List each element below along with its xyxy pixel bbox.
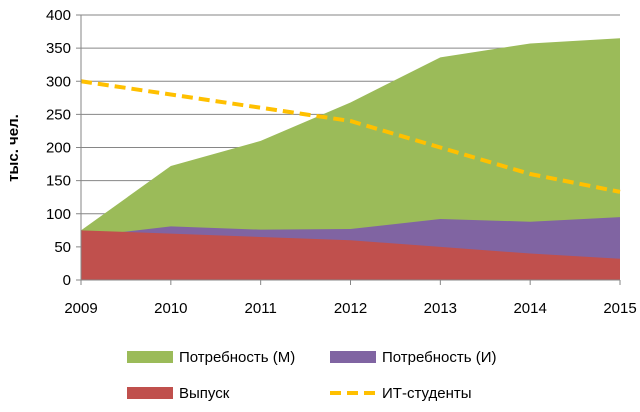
x-tick-label: 2015 [603,300,636,317]
x-tick-label: 2009 [64,300,97,317]
x-tick-label: 2013 [424,300,457,317]
y-tick-label: 100 [46,206,71,223]
legend: Потребность (М) Потребность (И) Выпуск ИТ-с… [127,349,497,402]
x-tick-labels: 2009 2010 2011 2012 2013 2014 2015 [64,300,636,317]
axes [76,14,621,285]
y-tick-label: 250 [46,106,71,123]
legend-label: Потребность (М) [179,349,295,366]
legend-item-0: Потребность (М) [127,349,295,366]
y-tick-label: 150 [46,173,71,190]
legend-label: ИТ-студенты [382,385,472,402]
x-tick-label: 2010 [154,300,187,317]
area-series-0 [81,38,620,280]
legend-swatch [127,387,173,399]
legend-item-2: Выпуск [127,385,230,402]
x-tick-label: 2012 [334,300,367,317]
legend-label: Потребность (И) [382,349,497,366]
legend-swatch [127,351,173,363]
y-tick-label: 0 [63,272,71,289]
legend-swatch [330,351,376,363]
y-tick-label: 400 [46,7,71,24]
area-series-2 [81,230,620,280]
line-series-0 [80,79,621,194]
y-tick-label: 50 [54,239,71,256]
area-series [81,38,620,280]
legend-item-3: ИТ-студенты [330,385,472,402]
legend-item-1: Потребность (И) [330,349,497,366]
y-tick-label: 300 [46,73,71,90]
x-tick-label: 2014 [513,300,546,317]
y-tick-label: 200 [46,140,71,157]
y-tick-label: 350 [46,40,71,57]
legend-label: Выпуск [179,385,230,402]
y-axis-label: тыс. чел. [5,114,22,182]
y-tick-labels: 0 50 100 150 200 250 300 350 400 [46,7,71,289]
line-series [80,79,621,194]
x-tick-label: 2011 [245,300,277,317]
